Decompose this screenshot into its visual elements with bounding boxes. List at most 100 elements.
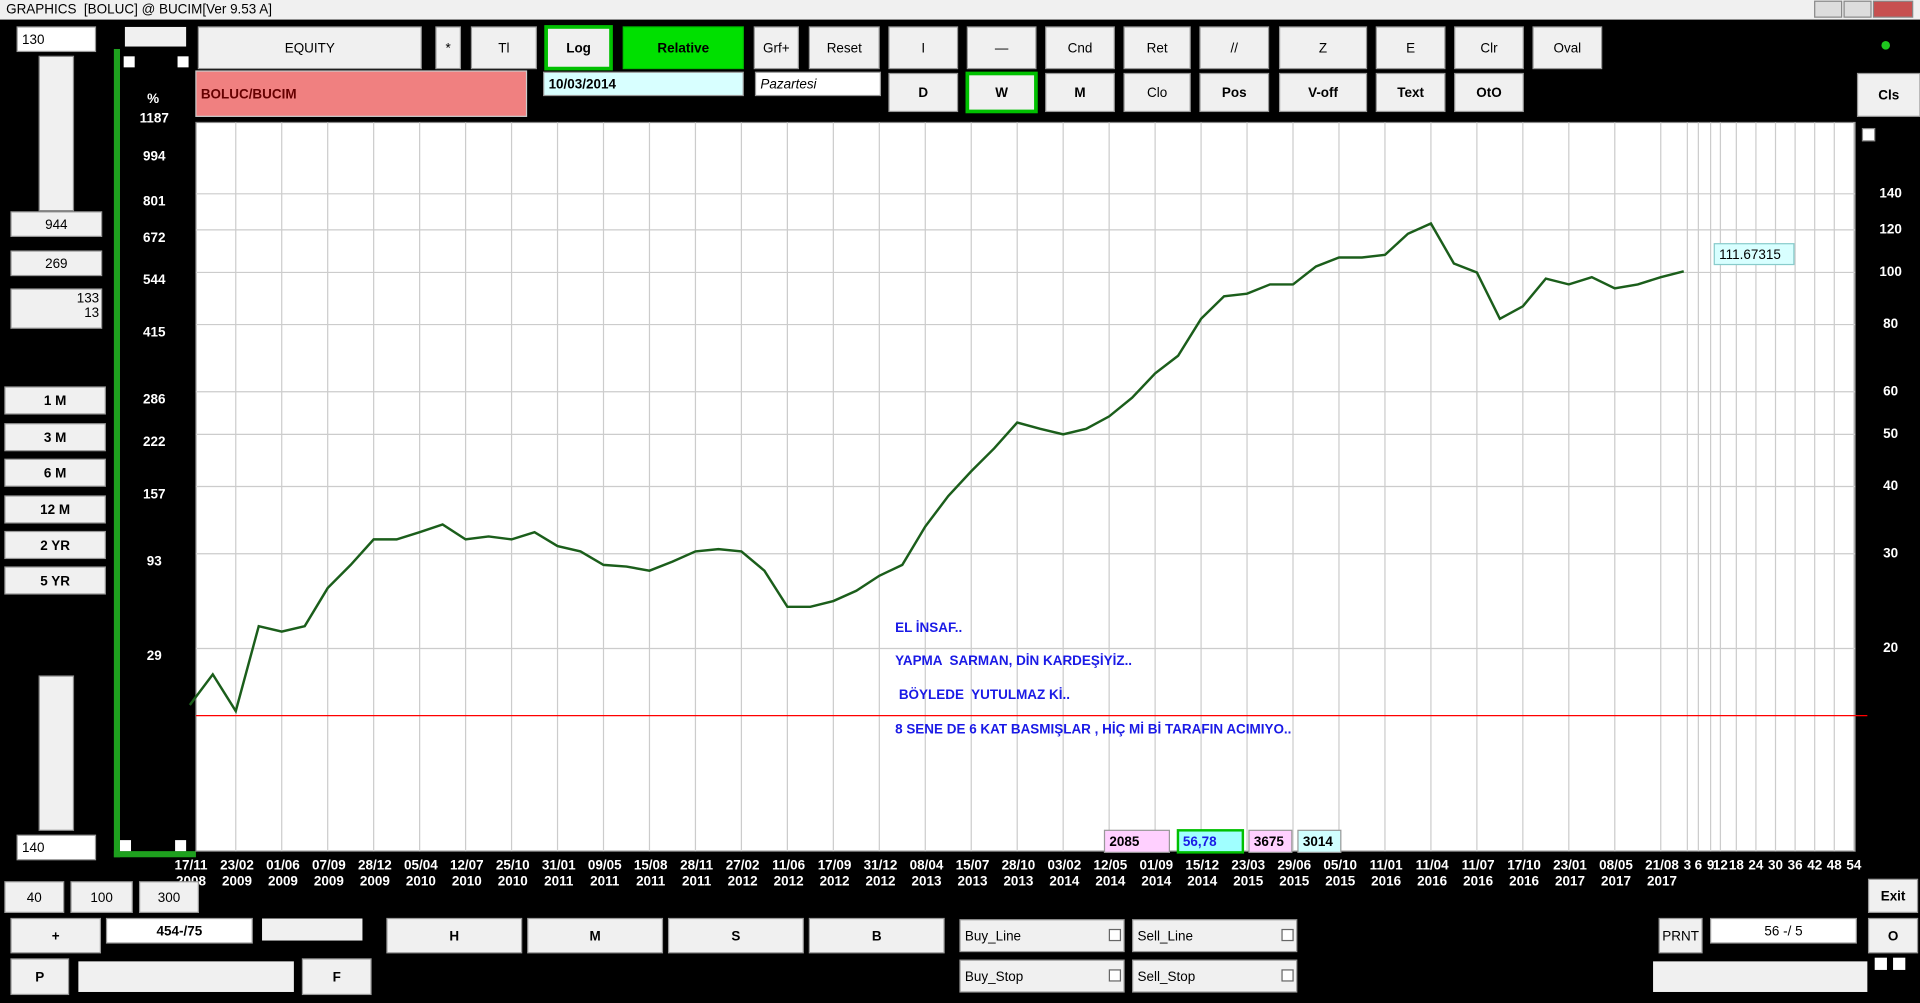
zoom-button[interactable] [138, 881, 199, 913]
y-tick-label: 20 [1883, 640, 1898, 655]
toolbar-button[interactable] [1278, 72, 1368, 113]
checkbox[interactable] [1281, 928, 1294, 942]
toolbar-button[interactable] [1278, 26, 1368, 70]
period-button[interactable] [4, 495, 106, 524]
toolbar-button-label: Text [1397, 85, 1424, 100]
x-tick-label: 2016 [1463, 873, 1493, 888]
x-tick-label: 23/03 [1231, 857, 1265, 872]
checkbox[interactable] [120, 840, 132, 852]
period-button[interactable] [4, 386, 106, 415]
maximize-button[interactable] [1843, 0, 1872, 18]
date-box [543, 71, 744, 97]
toolbar-button[interactable] [1199, 26, 1270, 70]
order-field[interactable] [959, 959, 1125, 993]
order-field[interactable] [1132, 959, 1298, 993]
input[interactable] [16, 834, 97, 861]
toolbar-button[interactable] [1856, 72, 1920, 117]
x-tick-label: 03/02 [1048, 857, 1082, 872]
toolbar-button[interactable] [1199, 72, 1270, 113]
button[interactable] [10, 958, 70, 996]
toolbar-button[interactable] [888, 26, 959, 70]
button[interactable] [1867, 917, 1919, 954]
toolbar-button[interactable] [1045, 26, 1115, 70]
toolbar-button[interactable] [1123, 72, 1191, 113]
button[interactable] [301, 958, 372, 996]
zoom-button[interactable] [4, 881, 65, 913]
scrollbar[interactable] [38, 675, 75, 831]
x-tick-label: 01/06 [266, 857, 300, 872]
toolbar-button[interactable] [808, 26, 880, 70]
toolbar-button-label: M [1074, 85, 1085, 100]
checkbox[interactable] [1108, 928, 1122, 942]
close-button[interactable] [1872, 0, 1914, 18]
stat-box [1103, 829, 1170, 853]
order-field[interactable] [1132, 919, 1298, 953]
order-field-label: Buy_Line [965, 928, 1021, 943]
toolbar-button[interactable] [470, 26, 537, 70]
toolbar-button[interactable] [197, 26, 422, 70]
x-tick-label: 2011 [590, 873, 620, 888]
field[interactable] [10, 250, 103, 277]
checkbox[interactable] [123, 56, 135, 68]
period-button[interactable] [4, 566, 106, 595]
button[interactable] [808, 917, 945, 954]
toolbar-button[interactable] [1454, 26, 1524, 70]
button[interactable] [1658, 917, 1703, 954]
scrollbar[interactable] [78, 961, 294, 992]
checkbox[interactable] [1108, 969, 1122, 982]
checkbox[interactable] [1893, 957, 1906, 970]
forecast-label: 42 [1807, 857, 1822, 872]
toolbar-button[interactable] [966, 26, 1037, 70]
toolbar-button[interactable] [622, 26, 744, 70]
scrollbar[interactable] [38, 55, 75, 212]
toolbar-button[interactable] [1375, 72, 1446, 113]
checkbox[interactable] [1874, 957, 1887, 970]
checkbox[interactable] [1281, 969, 1294, 982]
toolbar-button[interactable] [1045, 72, 1115, 113]
toolbar-button[interactable] [753, 26, 799, 70]
button[interactable] [1867, 878, 1919, 913]
toolbar-button[interactable] [435, 26, 462, 70]
day-box [754, 71, 882, 97]
scrollbar[interactable] [1653, 961, 1868, 992]
x-tick-label: 2013 [912, 873, 942, 888]
toolbar-button[interactable] [1123, 26, 1191, 70]
toolbar-button[interactable] [1454, 72, 1524, 113]
checkbox[interactable] [177, 56, 189, 68]
x-tick-label: 28/11 [680, 857, 713, 872]
toolbar-button-label: I [921, 41, 925, 56]
toolbar-button[interactable] [1375, 26, 1446, 70]
x-tick-label: 31/01 [542, 857, 576, 872]
button[interactable] [667, 917, 804, 954]
toolbar-button[interactable] [965, 71, 1038, 114]
button[interactable] [386, 917, 523, 954]
annotation: YAPMA SARMAN, DİN KARDEŞİYİZ.. [895, 653, 1132, 668]
period-button[interactable] [4, 458, 106, 487]
forecast-label: 24 [1748, 857, 1763, 872]
period-button[interactable] [4, 423, 106, 452]
scrollbar[interactable] [262, 918, 363, 941]
order-field[interactable] [959, 919, 1125, 953]
field[interactable] [10, 211, 103, 237]
x-tick-label: 2015 [1279, 873, 1309, 888]
minimize-button[interactable] [1814, 0, 1843, 18]
x-tick-label: 2012 [728, 873, 758, 888]
toolbar-button[interactable] [888, 72, 959, 113]
scrollbar[interactable] [124, 26, 187, 47]
button[interactable] [10, 917, 102, 954]
button-label: S [731, 928, 740, 943]
zoom-button[interactable] [70, 881, 133, 913]
price-label-label: 111.67315 [1719, 247, 1781, 262]
checkbox[interactable] [1861, 127, 1876, 142]
x-tick-label: 11/04 [1416, 857, 1449, 872]
checkbox[interactable] [175, 840, 187, 852]
button-label: H [449, 928, 459, 943]
forecast-label: 30 [1768, 857, 1783, 872]
x-tick-label: 31/12 [864, 857, 898, 872]
y-tick-label: 80 [1883, 316, 1898, 331]
toolbar-button[interactable] [544, 25, 613, 71]
input[interactable] [16, 26, 97, 53]
button[interactable] [527, 917, 664, 954]
toolbar-button[interactable] [1532, 26, 1603, 70]
period-button[interactable] [4, 530, 106, 560]
